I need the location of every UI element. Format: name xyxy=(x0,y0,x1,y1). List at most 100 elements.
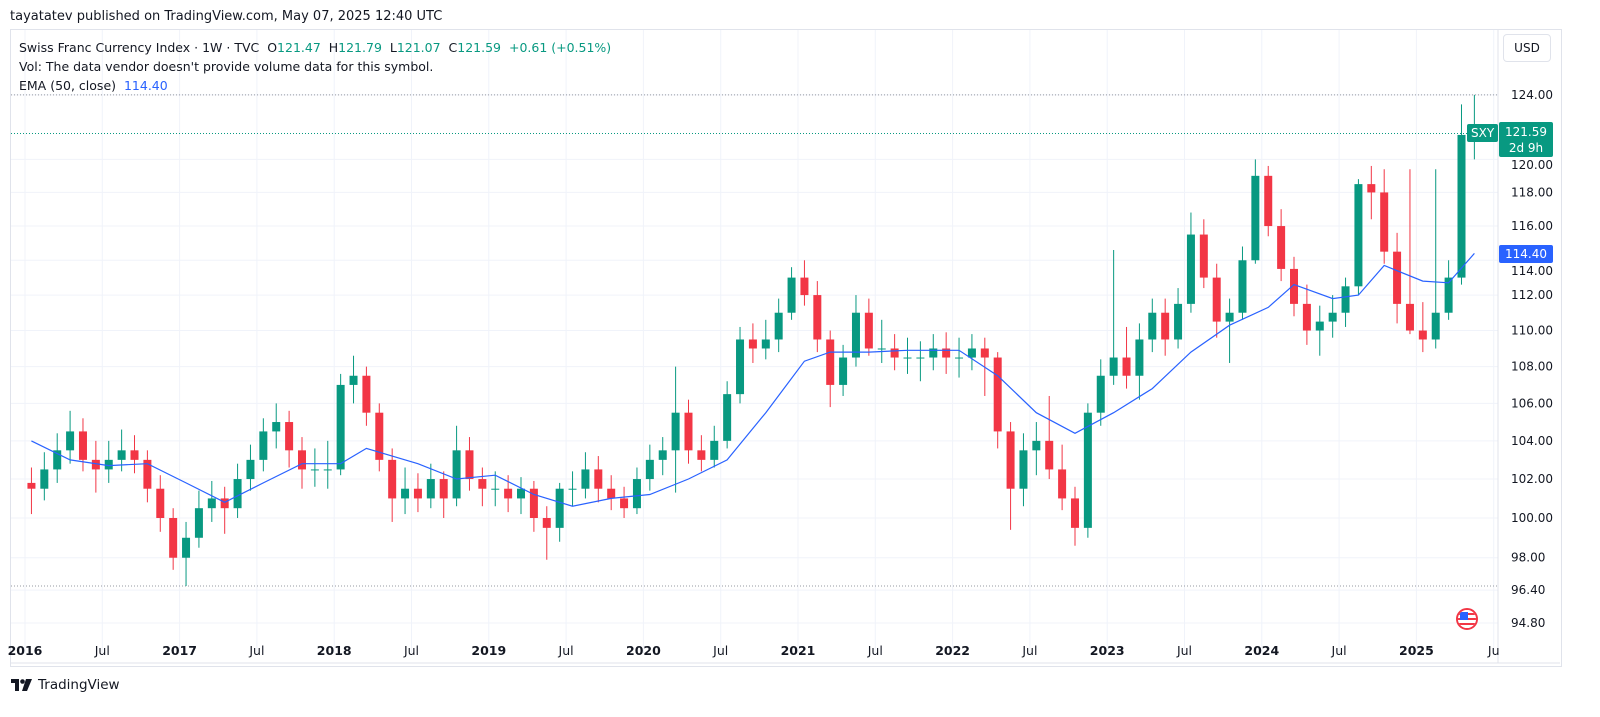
candle xyxy=(1251,159,1260,264)
candle-body xyxy=(851,312,860,358)
last-price-tag: 121.59 2d 9h xyxy=(1499,122,1553,157)
candle-body xyxy=(1212,277,1221,322)
candle xyxy=(542,506,551,560)
candle-body xyxy=(169,518,178,558)
candle xyxy=(143,450,152,503)
candle-body xyxy=(1290,268,1299,304)
time-tick-label: Jul xyxy=(712,643,728,658)
candle-body xyxy=(1058,469,1067,499)
candle-body xyxy=(1109,357,1118,376)
candle-body xyxy=(465,450,474,480)
candle-body xyxy=(117,450,126,460)
candle-body xyxy=(78,431,87,460)
candle-body xyxy=(362,375,371,413)
candle-body xyxy=(375,412,384,460)
candle xyxy=(1367,165,1376,220)
candle xyxy=(1302,284,1311,345)
time-tick-label: Jul xyxy=(1331,643,1347,658)
candle-body xyxy=(401,488,410,499)
candle-body xyxy=(207,498,216,509)
candle xyxy=(349,355,358,404)
time-tick-label: 2018 xyxy=(317,643,352,658)
candle xyxy=(220,486,229,534)
candle-body xyxy=(955,357,964,359)
candle-body xyxy=(1135,339,1144,376)
change-value: +0.61 (+0.51%) xyxy=(508,40,612,55)
candle-body xyxy=(452,450,461,499)
candle xyxy=(929,334,938,371)
candle xyxy=(465,437,474,491)
candle-body xyxy=(993,357,1002,432)
candle xyxy=(594,456,603,503)
candle xyxy=(632,467,641,515)
candle-body xyxy=(1444,277,1453,313)
time-tick-label: Jul xyxy=(867,643,883,658)
candle xyxy=(517,477,526,515)
currency-button[interactable]: USD xyxy=(1503,34,1551,62)
candle-body xyxy=(1431,312,1440,340)
candle xyxy=(169,508,178,570)
candle-body xyxy=(671,412,680,451)
candle-body xyxy=(658,450,667,460)
candle xyxy=(1315,305,1324,356)
candle xyxy=(774,298,783,353)
candle-body xyxy=(710,440,719,460)
candle xyxy=(620,486,629,518)
price-tick-label: 102.00 xyxy=(1511,472,1553,486)
candle-body xyxy=(297,450,306,470)
candle xyxy=(1341,277,1350,327)
ema-value: 114.40 xyxy=(123,78,168,93)
candle xyxy=(491,471,500,507)
candle-body xyxy=(774,312,783,340)
symbol-info[interactable]: Swiss Franc Currency Index · 1W · TVC xyxy=(19,40,260,55)
candle-body xyxy=(980,348,989,358)
time-tick-label: Jul xyxy=(1021,643,1037,658)
price-tick-label: 98.00 xyxy=(1511,551,1545,565)
candle-body xyxy=(66,431,75,451)
candle-body xyxy=(1148,312,1157,340)
candle-body xyxy=(246,459,255,480)
candle xyxy=(800,260,809,306)
time-tick-label: Jul xyxy=(558,643,574,658)
us-flag-icon[interactable] xyxy=(1456,608,1478,630)
candle-body xyxy=(220,498,229,509)
tradingview-logo[interactable]: TradingView xyxy=(11,677,120,693)
candle xyxy=(529,480,538,532)
candle xyxy=(1457,104,1466,285)
candle-body xyxy=(761,339,770,349)
price-tick-label: 124.00 xyxy=(1511,88,1553,102)
candle xyxy=(53,433,62,483)
candle xyxy=(439,471,448,518)
candle xyxy=(27,467,36,515)
candle-body xyxy=(388,459,397,499)
candle-body xyxy=(967,348,976,358)
candle-body xyxy=(1045,440,1054,470)
ema-legend[interactable]: EMA (50, close) 114.40 xyxy=(19,76,611,95)
candle xyxy=(194,490,203,548)
price-tick-label: 94.80 xyxy=(1511,616,1545,630)
price-tick-label: 112.00 xyxy=(1511,288,1553,302)
candle xyxy=(1006,422,1015,530)
time-tick-label: Ju xyxy=(1487,643,1500,658)
time-axis[interactable]: 2016 Jul 2017 Jul 2018 Jul 2019 Jul 2020 Jul 2021 J… xyxy=(8,643,1500,658)
candle xyxy=(1290,256,1299,317)
candles xyxy=(27,94,1479,587)
bar-countdown: 2d 9h xyxy=(1508,141,1544,155)
candle xyxy=(1096,359,1105,426)
ema-price-tag: 114.40 xyxy=(1499,245,1553,263)
candle xyxy=(426,463,435,509)
candle xyxy=(91,440,100,493)
price-axis[interactable]: 124.00 120.00 118.00 116.00 114.00 112.00 110.… xyxy=(1511,88,1553,630)
candle xyxy=(645,444,654,491)
candle-body xyxy=(310,469,319,471)
candle xyxy=(1328,295,1337,338)
candle-body xyxy=(426,479,435,499)
time-tick-label: Jul xyxy=(248,643,264,658)
candle xyxy=(207,480,216,522)
candle xyxy=(1019,433,1028,507)
candle-body xyxy=(491,488,500,490)
candle xyxy=(1380,169,1389,264)
grid xyxy=(11,30,1560,664)
candle-body xyxy=(916,357,925,359)
